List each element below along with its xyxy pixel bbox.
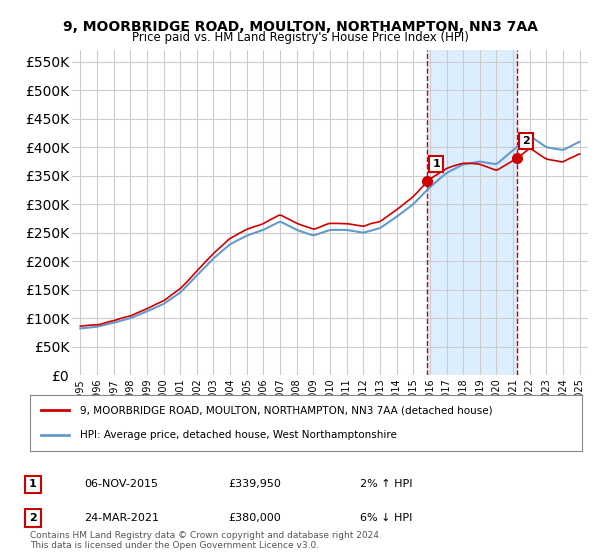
- Text: Contains HM Land Registry data © Crown copyright and database right 2024.
This d: Contains HM Land Registry data © Crown c…: [30, 530, 382, 550]
- Text: 2: 2: [522, 136, 530, 146]
- Text: 2% ↑ HPI: 2% ↑ HPI: [360, 479, 413, 489]
- Text: HPI: Average price, detached house, West Northamptonshire: HPI: Average price, detached house, West…: [80, 430, 397, 440]
- Text: 9, MOORBRIDGE ROAD, MOULTON, NORTHAMPTON, NN3 7AA (detached house): 9, MOORBRIDGE ROAD, MOULTON, NORTHAMPTON…: [80, 405, 493, 416]
- Text: 2: 2: [29, 513, 37, 523]
- Text: 1: 1: [433, 159, 440, 169]
- Bar: [427, 50, 517, 375]
- Text: £339,950: £339,950: [228, 479, 281, 489]
- Text: 06-NOV-2015: 06-NOV-2015: [84, 479, 158, 489]
- Text: £380,000: £380,000: [228, 513, 281, 523]
- Text: Price paid vs. HM Land Registry's House Price Index (HPI): Price paid vs. HM Land Registry's House …: [131, 31, 469, 44]
- Text: 6% ↓ HPI: 6% ↓ HPI: [360, 513, 412, 523]
- Text: 1: 1: [29, 479, 37, 489]
- Text: 24-MAR-2021: 24-MAR-2021: [84, 513, 159, 523]
- Text: 9, MOORBRIDGE ROAD, MOULTON, NORTHAMPTON, NN3 7AA: 9, MOORBRIDGE ROAD, MOULTON, NORTHAMPTON…: [62, 20, 538, 34]
